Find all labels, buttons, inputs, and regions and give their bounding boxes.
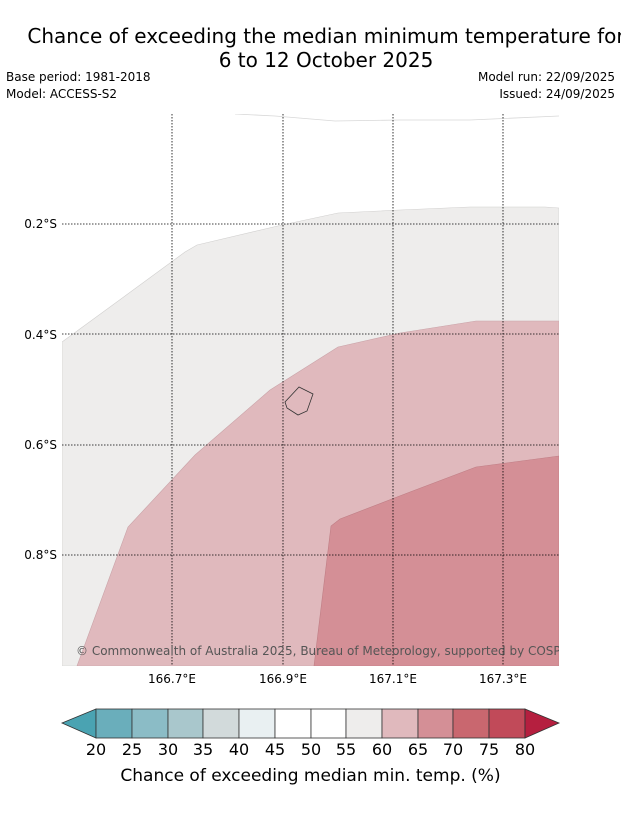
colorbar-segment-45-50 bbox=[274, 708, 312, 739]
colorbar-segment-35-40 bbox=[202, 708, 240, 739]
lat-label-2: 0.6°S bbox=[24, 438, 57, 452]
lat-labels: 0.2°S 0.4°S 0.6°S 0.8°S bbox=[24, 217, 57, 562]
colorbar-label: Chance of exceeding median min. temp. (%… bbox=[120, 766, 501, 786]
colorbar-segment-20-25 bbox=[95, 708, 133, 739]
colorbar-ticks: 20 25 30 35 40 45 50 55 60 65 70 75 80 bbox=[86, 740, 535, 759]
lon-label-2: 167.1°E bbox=[369, 672, 417, 686]
colorbar-tick-20: 20 bbox=[86, 740, 106, 759]
colorbar-arrow-high bbox=[524, 708, 561, 739]
meta-left: Base period: 1981-2018 Model: ACCESS-S2 bbox=[6, 69, 151, 103]
colorbar-tick-75: 75 bbox=[479, 740, 499, 759]
map-credit: © Commonwealth of Australia 2025, Bureau… bbox=[76, 644, 581, 658]
lon-label-0: 166.7°E bbox=[148, 672, 196, 686]
lon-label-1: 166.9°E bbox=[259, 672, 307, 686]
title-line-2: 6 to 12 October 2025 bbox=[218, 48, 434, 72]
colorbar-segment-75-80 bbox=[488, 708, 526, 739]
upper-contour bbox=[234, 114, 559, 122]
colorbar-segment-25-30 bbox=[131, 708, 169, 739]
colorbar-arrow-low bbox=[60, 708, 97, 739]
lon-label-3: 167.3°E bbox=[479, 672, 527, 686]
map-panel: © Commonwealth of Australia 2025, Bureau… bbox=[62, 114, 581, 666]
island-outline bbox=[284, 386, 314, 416]
model-name: Model: ACCESS-S2 bbox=[6, 87, 118, 101]
colorbar-segment-70-75 bbox=[452, 708, 490, 739]
colorbar-tick-65: 65 bbox=[408, 740, 428, 759]
colorbar-tick-35: 35 bbox=[193, 740, 213, 759]
issued-date: Issued: 24/09/2025 bbox=[499, 87, 615, 101]
lat-label-3: 0.8°S bbox=[24, 548, 57, 562]
colorbar-tick-80: 80 bbox=[515, 740, 535, 759]
colorbar-tick-50: 50 bbox=[301, 740, 321, 759]
colorbar-segment-55-60 bbox=[345, 708, 383, 739]
colorbar bbox=[60, 708, 561, 739]
colorbar-tick-45: 45 bbox=[265, 740, 285, 759]
title-line-1: Chance of exceeding the median minimum t… bbox=[27, 24, 621, 48]
colorbar-segment-60-65 bbox=[381, 708, 419, 739]
base-period: Base period: 1981-2018 bbox=[6, 70, 151, 84]
meta-right: Model run: 22/09/2025 Issued: 24/09/2025 bbox=[478, 69, 615, 103]
region-65-70 bbox=[313, 455, 559, 666]
colorbar-tick-30: 30 bbox=[158, 740, 178, 759]
colorbar-segment-40-45 bbox=[238, 708, 276, 739]
colorbar-segment-50-55 bbox=[310, 708, 347, 739]
chart-title: Chance of exceeding the median minimum t… bbox=[0, 24, 621, 72]
colorbar-segment-65-70 bbox=[417, 708, 454, 739]
colorbar-tick-70: 70 bbox=[443, 740, 463, 759]
colorbar-segment-30-35 bbox=[167, 708, 204, 739]
gridlines bbox=[62, 114, 559, 666]
colorbar-tick-40: 40 bbox=[229, 740, 249, 759]
lat-label-0: 0.2°S bbox=[24, 217, 57, 231]
colorbar-tick-55: 55 bbox=[336, 740, 356, 759]
model-run: Model run: 22/09/2025 bbox=[477, 70, 615, 84]
colorbar-tick-25: 25 bbox=[122, 740, 142, 759]
lat-label-1: 0.4°S bbox=[24, 328, 57, 342]
lon-labels: 166.7°E 166.9°E 167.1°E 167.3°E bbox=[148, 672, 527, 686]
colorbar-tick-60: 60 bbox=[372, 740, 392, 759]
